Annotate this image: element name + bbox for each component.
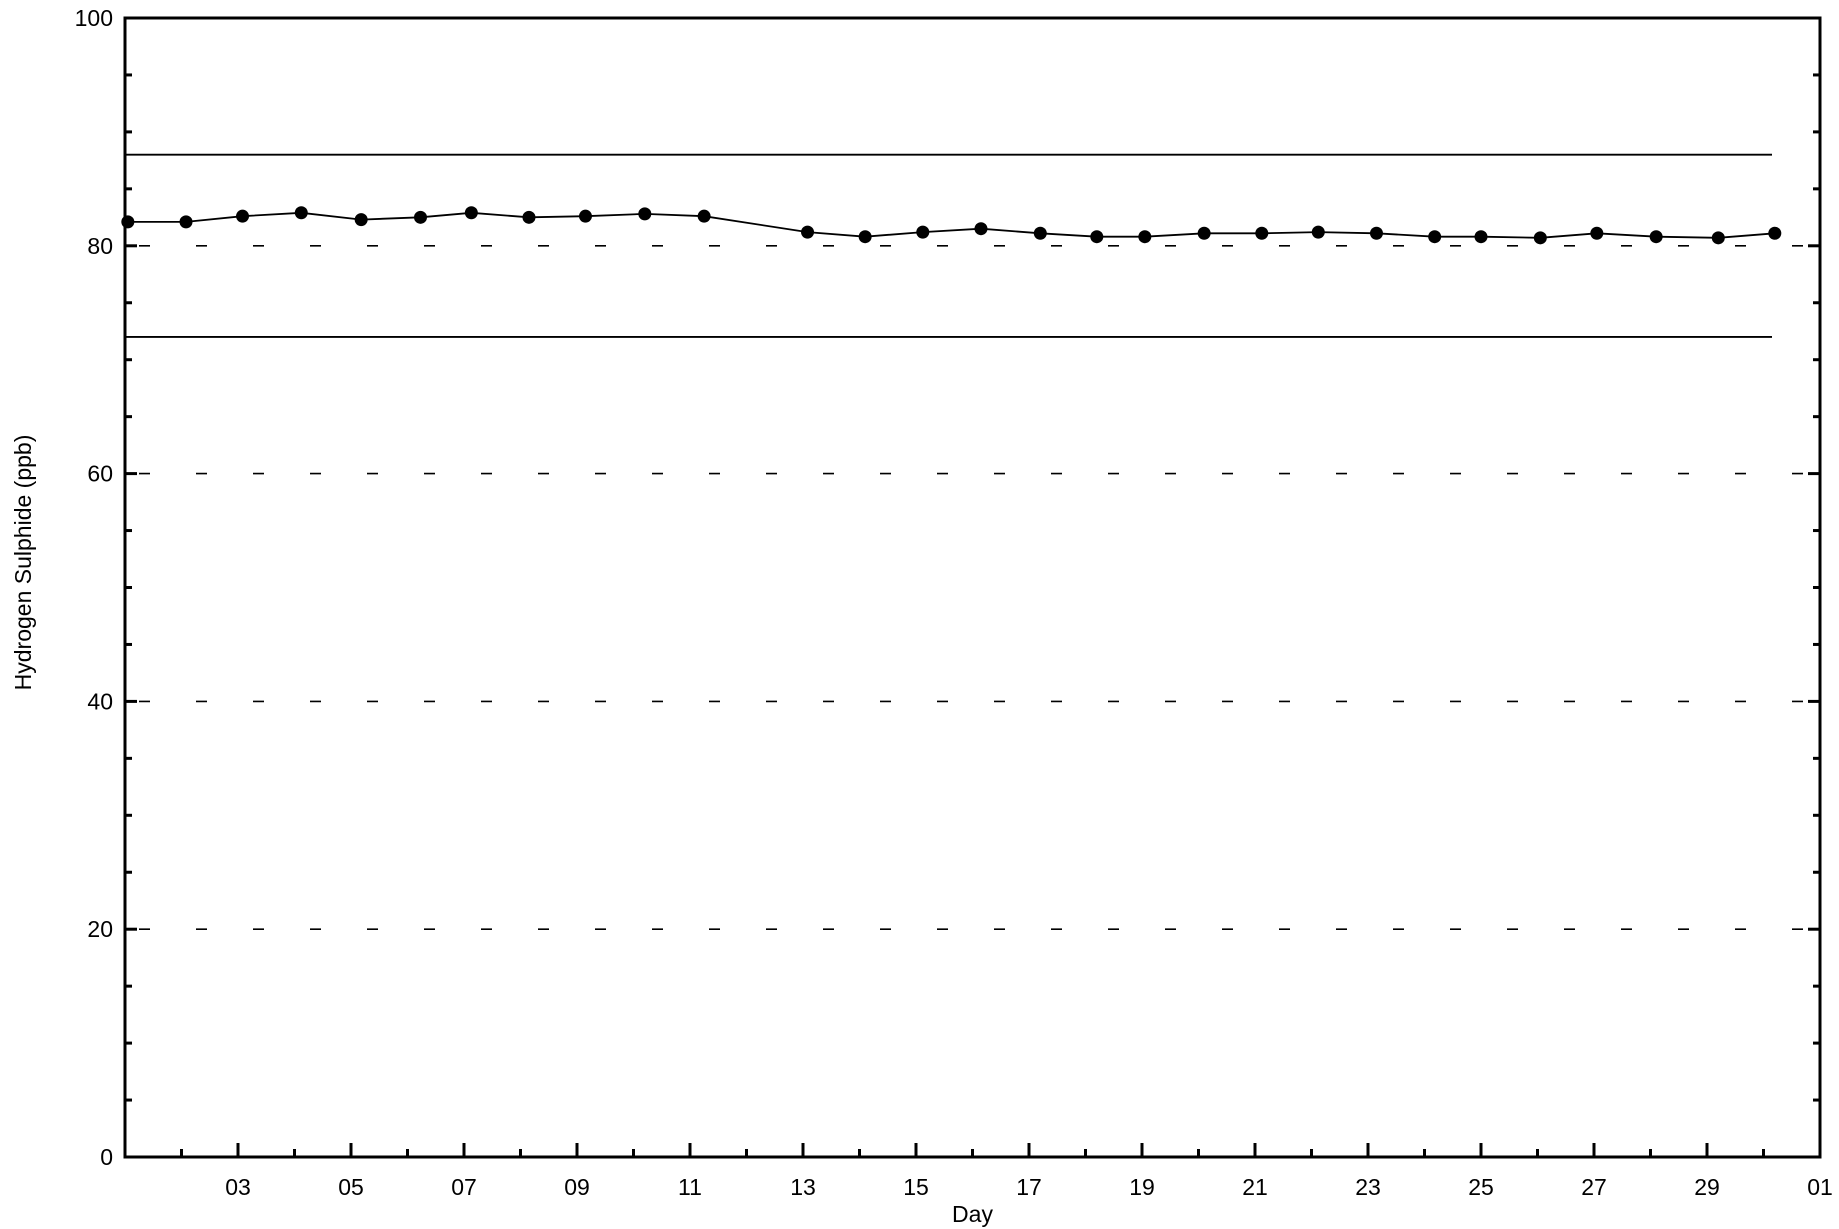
plot-frame	[123, 16, 1822, 1159]
y-tick-label: 80	[87, 233, 113, 259]
data-point	[1033, 226, 1047, 240]
x-tick-label: 09	[564, 1174, 590, 1200]
data-point	[522, 210, 536, 224]
data-point	[464, 206, 478, 220]
data-point	[179, 215, 193, 229]
data-point	[1311, 225, 1325, 239]
data-point	[413, 210, 427, 224]
data-point	[697, 209, 711, 223]
x-tick-label: 19	[1129, 1174, 1155, 1200]
x-tick-label: 01	[1807, 1174, 1833, 1200]
grid-lines	[125, 245, 1820, 931]
x-tick-label: 15	[903, 1174, 929, 1200]
data-point	[1255, 226, 1269, 240]
data-point	[1474, 230, 1488, 244]
data-point	[1649, 230, 1663, 244]
data-point	[1768, 226, 1782, 240]
data-point	[294, 206, 308, 220]
data-point	[801, 225, 815, 239]
x-tick-label: 27	[1581, 1174, 1607, 1200]
data-point	[1138, 230, 1152, 244]
y-tick-label: 100	[75, 5, 113, 31]
data-point	[578, 209, 592, 223]
x-tick-label: 25	[1468, 1174, 1494, 1200]
ticks	[125, 16, 1822, 1159]
x-tick-label: 23	[1355, 1174, 1381, 1200]
y-tick-label: 0	[100, 1144, 113, 1170]
x-tick-label: 21	[1242, 1174, 1268, 1200]
data-point	[354, 213, 368, 227]
plot-border	[123, 16, 1822, 1159]
data-point	[858, 230, 872, 244]
data-point	[1197, 226, 1211, 240]
data-point	[916, 225, 930, 239]
x-tick-label: 29	[1694, 1174, 1720, 1200]
tick-labels: 0 20 40 60 80 100 03 05 07 09 11 13 15 17 19 21 23 25 27 29…	[75, 5, 1833, 1200]
data-point	[1711, 231, 1725, 245]
x-tick-label: 05	[338, 1174, 364, 1200]
x-axis-title: Day	[952, 1201, 993, 1227]
y-axis-title: Hydrogen Sulphide (ppb)	[10, 435, 36, 691]
y-tick-label: 40	[87, 688, 113, 714]
data-point	[1533, 231, 1547, 245]
x-tick-label: 11	[678, 1174, 702, 1200]
reference-lines	[125, 153, 1772, 338]
y-tick-label: 60	[87, 461, 113, 487]
x-tick-label: 07	[451, 1174, 477, 1200]
x-tick-label: 03	[225, 1174, 251, 1200]
series	[121, 206, 1782, 245]
series-line	[127, 211, 1775, 239]
data-point	[1369, 226, 1383, 240]
x-tick-label: 13	[790, 1174, 816, 1200]
data-point	[638, 207, 652, 221]
data-point	[1590, 226, 1604, 240]
x-tick-label: 17	[1016, 1174, 1042, 1200]
data-point	[121, 215, 135, 229]
data-point	[1090, 230, 1104, 244]
data-point	[236, 209, 250, 223]
data-point	[974, 222, 988, 236]
y-tick-label: 20	[87, 916, 113, 942]
data-point	[1428, 230, 1442, 244]
